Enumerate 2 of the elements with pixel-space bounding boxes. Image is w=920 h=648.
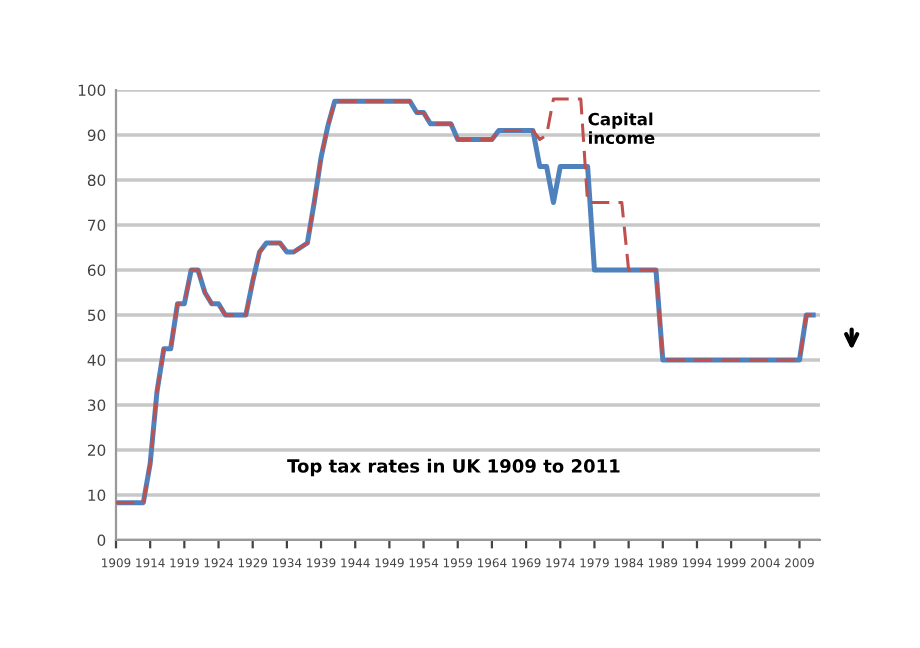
text: Top tax rates in UK 1909 to 2011 <box>287 458 620 477</box>
series-label: Capital income <box>588 112 655 145</box>
